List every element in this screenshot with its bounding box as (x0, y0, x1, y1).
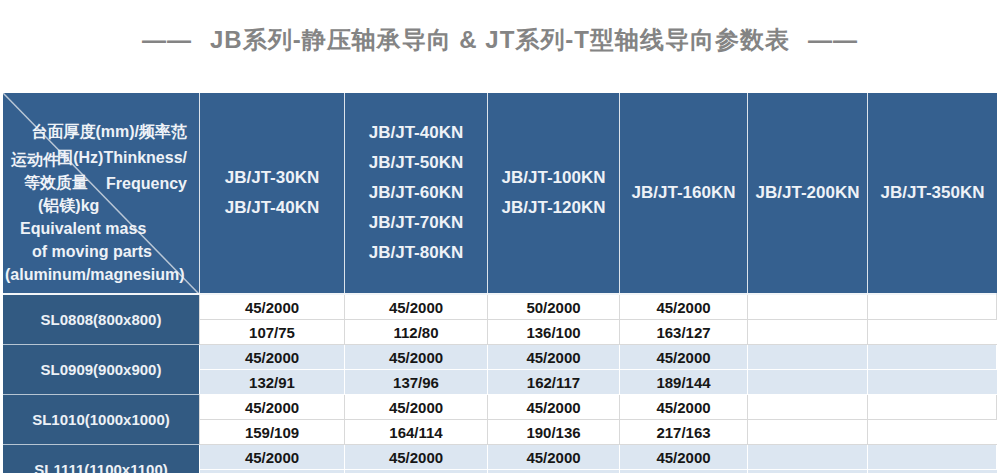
data-cell: 45/2000 (200, 345, 345, 370)
column-header-200kn: JB/JT-200KN (748, 93, 868, 293)
data-cell: 190/136 (488, 420, 620, 445)
data-cell: 45/2000 (620, 345, 748, 370)
data-cell: 45/2000 (345, 445, 488, 470)
data-cell: 45/2000 (620, 445, 748, 470)
data-cell: 45/2000 (345, 395, 488, 420)
parameter-table: 台面厚度(mm)/频率范 围(Hz)Thinkness/ Frequency 运… (3, 93, 997, 473)
data-cell: 45/2000 (200, 445, 345, 470)
table-row-sl1010: SL1010(1000x1000) 45/2000 45/2000 45/200… (3, 395, 996, 445)
data-cell: 163/127 (620, 320, 748, 345)
data-cell: 50/2000 (488, 295, 620, 320)
corner-header-cell: 台面厚度(mm)/频率范 围(Hz)Thinkness/ Frequency 运… (3, 93, 200, 293)
data-cell: 45/2000 (345, 295, 488, 320)
data-cell: 217/163 (620, 420, 748, 445)
row-label: SL0808(800x800) (3, 295, 200, 345)
column-header-30-40kn: JB/JT-30KN JB/JT-40KN (200, 93, 345, 293)
table-header-row: 台面厚度(mm)/频率范 围(Hz)Thinkness/ Frequency 运… (3, 93, 996, 295)
data-cell (748, 420, 868, 445)
data-cell: 159/109 (200, 420, 345, 445)
table-row-sl0909: SL0909(900x900) 45/2000 45/2000 45/2000 … (3, 345, 996, 395)
data-cell: 162/117 (488, 370, 620, 395)
data-cell (748, 395, 868, 420)
title-text: JB系列-静压轴承导向 & JT系列-T型轴线导向参数表 (210, 24, 790, 56)
data-cell: 45/2000 (488, 395, 620, 420)
data-cell (748, 345, 868, 370)
data-cell (868, 320, 997, 345)
data-cell: 45/2000 (200, 295, 345, 320)
data-cell (868, 445, 997, 470)
data-cell (868, 295, 997, 320)
column-header-40-80kn: JB/JT-40KN JB/JT-50KN JB/JT-60KN JB/JT-7… (345, 93, 488, 293)
data-cell: 45/2000 (345, 345, 488, 370)
data-cell: 45/2000 (620, 295, 748, 320)
data-cell: 189/144 (620, 370, 748, 395)
data-cell (748, 320, 868, 345)
row-label: SL1111(1100x1100) (3, 445, 200, 473)
data-cell (748, 445, 868, 470)
data-cell (748, 370, 868, 395)
column-header-350kn: JB/JT-350KN (868, 93, 997, 293)
row-label: SL0909(900x900) (3, 345, 200, 395)
data-cell (748, 295, 868, 320)
data-cell (868, 420, 997, 445)
column-header-100-120kn: JB/JT-100KN JB/JT-120KN (488, 93, 620, 293)
data-cell: 45/2000 (200, 395, 345, 420)
column-header-160kn: JB/JT-160KN (620, 93, 748, 293)
table-row-sl1111: SL1111(1100x1100) 45/2000 45/2000 45/200… (3, 445, 996, 473)
data-cell: 45/2000 (488, 345, 620, 370)
data-cell: 137/96 (345, 370, 488, 395)
title-dash-right: —— (808, 26, 858, 54)
data-cell: 164/114 (345, 420, 488, 445)
data-cell: 132/91 (200, 370, 345, 395)
table-row-sl0808: SL0808(800x800) 45/2000 45/2000 50/2000 … (3, 295, 996, 345)
data-cell: 45/2000 (488, 445, 620, 470)
data-cell (868, 370, 997, 395)
data-cell: 136/100 (488, 320, 620, 345)
row-label: SL1010(1000x1000) (3, 395, 200, 445)
data-cell: 45/2000 (620, 395, 748, 420)
data-cell: 107/75 (200, 320, 345, 345)
data-cell (868, 345, 997, 370)
title-dash-left: —— (142, 26, 192, 54)
data-cell (868, 395, 997, 420)
corner-bottom-label: 运动件 等效质量 (铝镁)kg Equivalent mass of movin… (3, 148, 200, 286)
page-title: —— JB系列-静压轴承导向 & JT系列-T型轴线导向参数表 —— (0, 24, 1000, 56)
data-cell: 112/80 (345, 320, 488, 345)
